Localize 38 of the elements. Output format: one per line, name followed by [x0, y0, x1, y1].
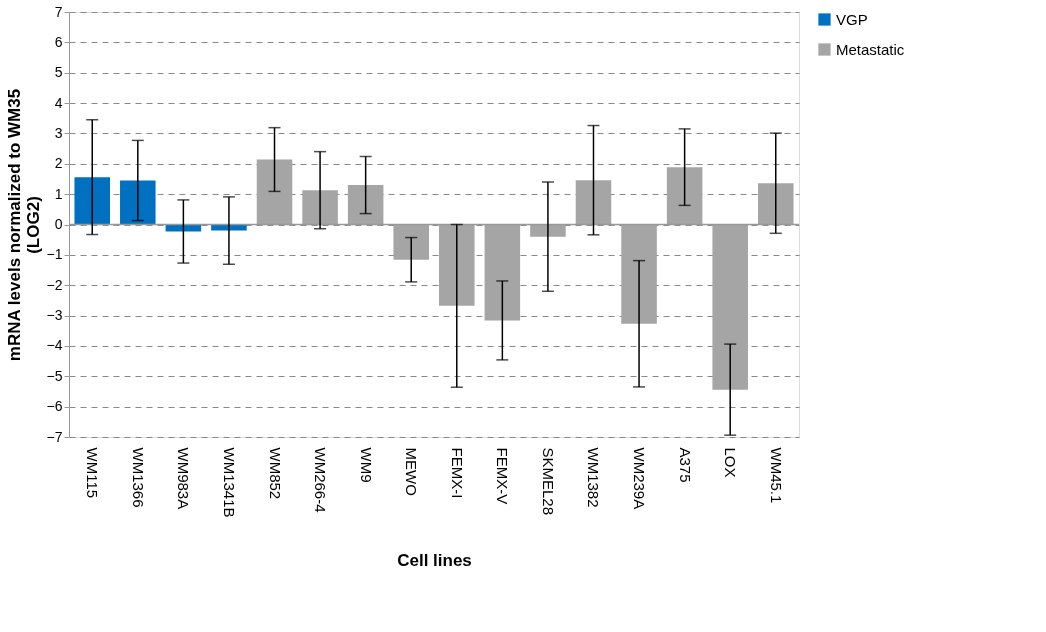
y-tick-label: 3 [54, 124, 63, 141]
x-tick-label: FEMX-I [448, 447, 466, 499]
y-tick-label: 1 [54, 185, 63, 202]
x-tick-label: SKMEL28 [539, 447, 557, 516]
x-tick-label: LOX [722, 447, 740, 478]
bar [211, 224, 247, 231]
x-axis-title: Cell lines [397, 550, 472, 570]
x-tick-label: WM1382 [585, 447, 603, 508]
x-tick-label: WM852 [266, 447, 284, 500]
legend-label: Metastatic [836, 40, 905, 58]
x-tick-label: MEWO [403, 447, 421, 496]
bar [120, 180, 156, 225]
x-tick-label: WM45.1 [767, 447, 785, 504]
x-tick-label: WM115 [84, 447, 102, 499]
y-tick-label: 7 [54, 3, 63, 20]
y-tick-label: 4 [54, 94, 63, 111]
y-tick-label: −7 [46, 428, 63, 445]
y-tick-label: −5 [46, 367, 63, 384]
y-tick-label: −3 [46, 307, 63, 324]
y-tick-label: −4 [46, 337, 63, 354]
x-tick-label: WM266-4 [312, 447, 330, 513]
x-tick-label: FEMX-V [494, 447, 512, 505]
x-tick-label: WM239A [631, 447, 649, 510]
legend-label: VGP [836, 10, 868, 28]
x-tick-label: A375 [676, 447, 694, 483]
y-tick-label: −2 [46, 276, 63, 293]
y-tick-label: 2 [54, 155, 63, 172]
y-axis-title: mRNA levels normalized to WM35 (LOG2) [4, 88, 43, 362]
y-tick-label: −1 [46, 246, 63, 263]
x-tick-label: WM1341B [220, 447, 238, 518]
x-tick-label: WM983A [175, 447, 193, 510]
y-tick-label: −6 [46, 398, 63, 415]
y-tick-label: 6 [54, 33, 63, 50]
x-tick-label: WM9 [357, 447, 375, 483]
x-tick-label: WM1366 [129, 447, 147, 508]
y-tick-label: 0 [54, 216, 63, 232]
bar [74, 177, 111, 225]
y-tick-label: 5 [54, 64, 63, 81]
